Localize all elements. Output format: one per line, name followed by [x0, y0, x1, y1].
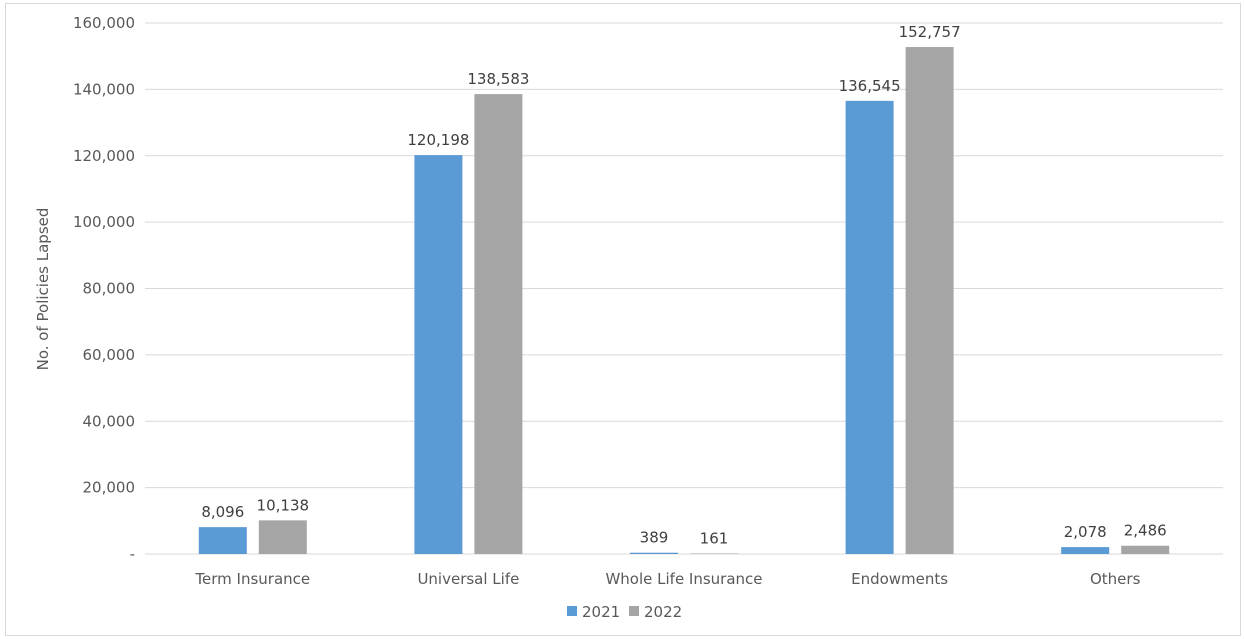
y-tick-label: 40,000 — [83, 412, 136, 430]
bar-2022-2 — [690, 553, 738, 554]
legend: 2021 2022 — [567, 603, 682, 621]
data-label: 152,757 — [899, 23, 961, 41]
x-category-label: Universal Life — [417, 570, 519, 588]
data-label: 2,078 — [1064, 523, 1107, 541]
bar-2022-3 — [905, 47, 954, 554]
data-label: 8,096 — [201, 503, 244, 521]
y-tick-label: 80,000 — [83, 280, 136, 298]
x-category-label: Others — [1090, 570, 1141, 588]
y-tick-label: 60,000 — [83, 346, 136, 364]
data-label: 136,545 — [839, 77, 901, 95]
legend-swatch — [629, 606, 639, 616]
x-category-label: Endowments — [851, 570, 948, 588]
y-axis-title: No. of Policies Lapsed — [34, 208, 52, 371]
bar-2022-1 — [474, 94, 523, 554]
bar-2021-0 — [198, 527, 247, 554]
legend-label: 2022 — [644, 603, 682, 621]
x-axis-categories: Term Insurance Universal Life Whole Life I… — [194, 570, 1140, 588]
data-label: 10,138 — [257, 496, 310, 514]
data-labels: 8,096 10,138 120,198 138,583 389 161 136,545 15… — [201, 23, 1166, 547]
y-tick-label: 140,000 — [73, 80, 135, 98]
data-label: 2,486 — [1124, 522, 1167, 540]
y-tick-label: - — [130, 545, 135, 563]
x-category-label: Whole Life Insurance — [605, 570, 762, 588]
data-label: 161 — [700, 529, 729, 547]
data-label: 389 — [640, 529, 669, 547]
bar-2021-1 — [414, 155, 463, 554]
legend-label: 2021 — [582, 603, 620, 621]
bar-2022-4 — [1121, 545, 1170, 554]
y-tick-label: 160,000 — [73, 14, 135, 32]
y-axis-ticks: - 20,000 40,000 60,000 80,000 100,000 120,000 1… — [73, 14, 135, 563]
bar-2022-0 — [258, 520, 307, 554]
bar-2021-2 — [630, 552, 678, 554]
bars — [198, 47, 1170, 554]
data-label: 138,583 — [467, 70, 529, 88]
y-tick-label: 20,000 — [83, 479, 136, 497]
bar-2021-4 — [1061, 547, 1110, 554]
y-tick-label: 120,000 — [73, 147, 135, 165]
bar-2021-3 — [845, 100, 894, 554]
y-tick-label: 100,000 — [73, 213, 135, 231]
x-category-label: Term Insurance — [194, 570, 310, 588]
data-label: 120,198 — [407, 131, 469, 149]
gridlines — [145, 22, 1223, 555]
legend-swatch — [567, 606, 577, 616]
